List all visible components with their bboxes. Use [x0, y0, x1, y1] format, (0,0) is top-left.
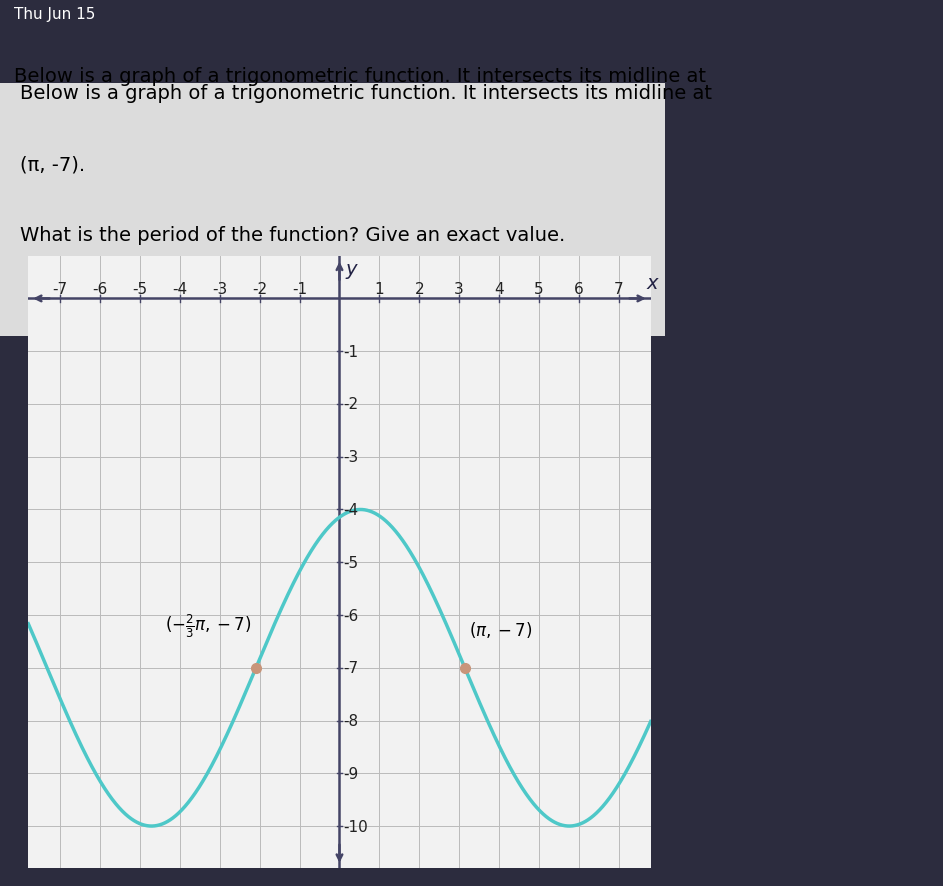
Text: 7: 7: [614, 282, 623, 297]
Text: -7: -7: [343, 661, 358, 675]
Text: $(-\frac{2}{3}\pi, -7)$: $(-\frac{2}{3}\pi, -7)$: [165, 611, 252, 639]
Text: -7: -7: [53, 282, 68, 297]
Text: 2: 2: [415, 282, 424, 297]
Text: -4: -4: [173, 282, 188, 297]
Text: -6: -6: [343, 608, 358, 623]
Text: 5: 5: [534, 282, 544, 297]
Text: -3: -3: [343, 450, 358, 464]
Text: What is the period of the function? Give an exact value.: What is the period of the function? Give…: [21, 226, 566, 245]
Text: -1: -1: [343, 345, 358, 360]
Text: -3: -3: [212, 282, 227, 297]
Text: x: x: [647, 274, 658, 292]
Text: 1: 1: [374, 282, 384, 297]
Text: -2: -2: [252, 282, 267, 297]
Text: 6: 6: [574, 282, 584, 297]
Text: -1: -1: [292, 282, 307, 297]
Text: -2: -2: [343, 397, 358, 412]
Text: -5: -5: [132, 282, 147, 297]
Text: 4: 4: [494, 282, 504, 297]
Text: -8: -8: [343, 713, 358, 728]
Text: Thu Jun 15: Thu Jun 15: [13, 7, 95, 22]
Text: (π, -7).: (π, -7).: [21, 155, 86, 174]
Text: -10: -10: [343, 819, 368, 834]
Text: y: y: [345, 260, 357, 278]
Text: -4: -4: [343, 502, 358, 517]
Text: $(\pi, -7)$: $(\pi, -7)$: [469, 619, 532, 639]
Text: -9: -9: [343, 766, 358, 781]
Text: -5: -5: [343, 556, 358, 570]
FancyBboxPatch shape: [0, 84, 666, 337]
Text: 3: 3: [455, 282, 464, 297]
Text: -6: -6: [92, 282, 108, 297]
Text: Below is a graph of a trigonometric function. It intersects its midline at: Below is a graph of a trigonometric func…: [13, 67, 705, 86]
Text: Below is a graph of a trigonometric function. It intersects its midline at: Below is a graph of a trigonometric func…: [21, 84, 712, 103]
